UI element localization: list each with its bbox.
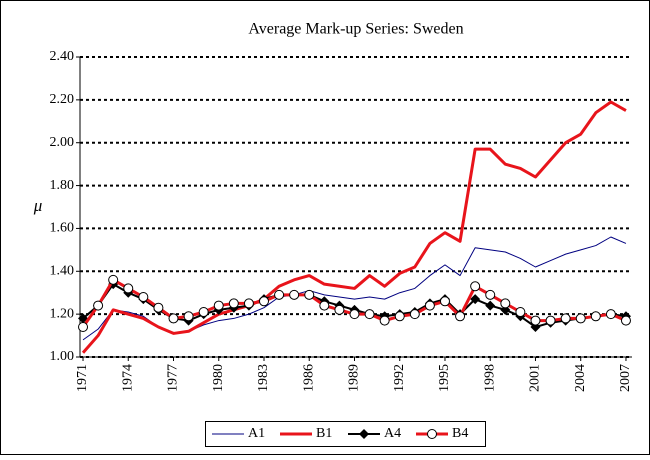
point [560,313,571,324]
point [138,292,149,302]
y-axis-label: μ [33,196,43,215]
point [289,289,300,300]
x-tick-label: 2007 [618,364,633,392]
point [349,309,360,320]
y-tick-label: 1.20 [50,306,75,321]
y-tick-label: 1.80 [50,178,75,193]
x-tick-label: 1971 [75,364,90,392]
x-tick-label: 2004 [573,364,588,392]
point [379,315,390,326]
point [274,289,285,300]
point [168,313,179,324]
x-tick-label: 1986 [301,364,316,392]
point [198,307,209,317]
legend-label: A1 [248,426,265,441]
point [439,296,450,307]
legend-marker [359,429,369,439]
y-tick-label: 1.40 [50,264,75,279]
legend-label: B4 [452,426,468,441]
x-tick-label: 1983 [256,364,271,392]
point [500,298,511,309]
point [545,315,556,326]
point [470,294,481,305]
point [319,300,330,311]
point [394,311,405,322]
x-tick-label: 2001 [528,364,543,392]
point [485,289,496,300]
point [620,315,631,326]
x-tick-label: 1992 [392,364,407,392]
point [304,289,315,300]
y-tick-label: 2.00 [50,135,75,150]
y-tick-label: 1.00 [50,349,75,364]
y-tick-label: 2.20 [50,92,75,107]
point [78,322,89,332]
point [364,309,375,320]
point [605,309,616,320]
x-tick-label: 1989 [347,364,362,392]
point [530,315,541,326]
point [515,307,526,317]
point [183,311,194,322]
point [243,298,254,309]
x-tick-label: 1995 [437,364,452,392]
series-line [81,100,627,354]
point [259,296,269,307]
point [590,311,601,322]
point [213,300,224,311]
point [409,309,420,320]
point [424,300,435,311]
point [334,304,345,315]
x-tick-label: 1998 [482,364,497,392]
legend-label: B1 [316,426,332,441]
point [485,300,496,311]
x-tick-label: 1980 [211,364,226,392]
legend-label: A4 [384,426,401,441]
point [455,311,466,322]
point [575,313,586,324]
point [108,274,119,285]
point [228,298,239,309]
point [123,283,134,294]
chart-title: Average Mark-up Series: Sweden [248,21,463,38]
x-tick-label: 1977 [166,364,181,392]
point [153,302,164,313]
x-tick-label: 1974 [120,364,135,392]
y-tick-label: 1.60 [50,221,75,236]
point [93,300,104,311]
legend-marker [427,429,437,439]
point [470,281,481,292]
y-tick-label: 2.40 [50,49,75,64]
